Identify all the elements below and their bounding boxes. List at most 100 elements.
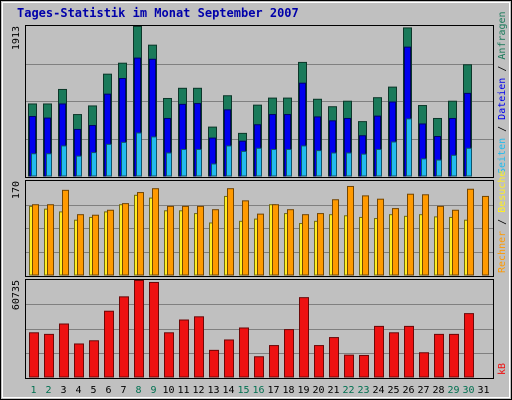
visits-panel-bar-rechner-9 [152,188,159,276]
visits-panel-legend-text: Rechner / Besuche [497,171,508,273]
day-label-27: 27 [417,385,429,396]
hits-panel-bar-seiten-14 [226,145,232,177]
visits-panel-bar-rechner-25 [392,208,399,276]
day-label-29: 29 [447,385,459,396]
visits-panel-bar-rechner-1 [32,204,39,276]
day-label-17: 17 [267,385,279,396]
visits-panel-bar-rechner-24 [377,198,384,276]
day-label-21: 21 [327,385,339,396]
kb-panel-bar-kb-10 [164,332,174,378]
visits-panel-bar-rechner-18 [287,209,294,276]
day-label-1: 1 [30,385,36,396]
hits-panel-bar-seiten-29 [451,154,457,177]
visits-panel-bar-rechner-20 [317,213,324,276]
legend-item-besuche: Besuche [497,171,508,213]
visits-panel-bar-rechner-14 [227,188,234,276]
day-label-11: 11 [177,385,189,396]
day-label-18: 18 [282,385,294,396]
visits-panel-bar-rechner-29 [452,209,459,276]
hits-legend: Seiten / Dateien / Anfragen [497,11,508,174]
visits-bars [29,185,489,276]
hits-panel-bar-seiten-15 [241,150,247,177]
hits-panel-bar-seiten-6 [106,143,112,177]
visits-panel-bar-rechner-5 [92,214,99,276]
hits-panel-bar-seiten-22 [346,152,352,177]
visits-panel-bar-rechner-7 [122,203,129,276]
hits-panel-legend-text: Seiten / Dateien / Anfragen [497,11,508,174]
kb-panel-bar-kb-8 [134,280,144,378]
day-label-19: 19 [297,385,309,396]
day-label-24: 24 [372,385,384,396]
visits-panel-bar-rechner-8 [137,192,144,276]
kb-panel-bar-kb-12 [194,316,204,378]
kb-panel-bar-kb-30 [464,313,474,378]
hits-panel-bar-seiten-11 [181,148,187,177]
hits-panel-bar-seiten-20 [316,150,322,177]
legend-item-rechner: Rechner [497,231,508,273]
legend-item-anfragen: Anfragen [497,11,508,59]
kb-panel-bar-kb-6 [104,310,114,378]
kb-panel-bar-kb-5 [89,340,99,378]
visits-panel-bar-rechner-21 [332,199,339,276]
visits-panel-bar-rechner-28 [437,205,444,276]
day-label-20: 20 [312,385,324,396]
hits-panel: 1913 [11,25,494,178]
kb-panel-bar-kb-26 [404,325,414,378]
hits-panel-bar-seiten-8 [136,132,142,177]
hits-panel-bar-seiten-28 [436,159,442,177]
kb-panel-bar-kb-1 [29,332,39,378]
day-label-31: 31 [477,385,489,396]
kb-grid [26,304,493,354]
legend-item-dateien: Dateien [497,78,508,120]
hits-panel-bar-seiten-16 [256,147,262,177]
visits-panel-bar-rechner-10 [167,205,174,276]
kb-panel-bar-kb-19 [299,297,309,378]
hits-panel-bar-seiten-23 [361,153,367,177]
hits-ymax-label: 1913 [11,26,22,50]
day-label-9: 9 [150,385,156,396]
kb-panel-bar-kb-14 [224,339,234,378]
visits-panel-bar-rechner-3 [62,189,69,276]
day-label-7: 7 [120,385,126,396]
day-label-8: 8 [135,385,141,396]
legend-separator: / [497,120,508,138]
kb-bars [29,280,474,378]
kb-panel-bar-kb-2 [44,333,54,378]
visits-panel-bar-rechner-26 [407,193,414,276]
visits-panel-bar-rechner-13 [212,209,219,276]
kb-panel-bar-kb-15 [239,327,249,378]
hits-panel-bar-seiten-24 [376,148,382,177]
visits-legend: Rechner / Besuche [497,171,508,273]
day-label-6: 6 [105,385,111,396]
hits-panel-bar-seiten-17 [271,148,277,177]
chart-title: Tages-Statistik im Monat September 2007 [17,6,299,20]
visits-panel: 170 [11,180,494,277]
day-label-28: 28 [432,385,444,396]
hits-panel-bar-seiten-13 [211,163,217,177]
day-label-10: 10 [162,385,174,396]
kb-panel-bar-kb-20 [314,345,324,378]
hits-panel-bar-seiten-5 [91,152,97,177]
hits-panel-bar-seiten-10 [166,152,172,177]
hits-panel-bar-seiten-26 [406,118,412,177]
visits-panel-bar-rechner-27 [422,194,429,276]
day-label-4: 4 [75,385,81,396]
kb-ymax-label: 60735 [11,280,22,310]
hits-panel-bar-seiten-19 [301,145,307,177]
kb-panel-bar-kb-13 [209,349,219,378]
kb-panel-legend-text: kB [497,363,508,375]
visits-panel-bar-rechner-2 [47,204,54,276]
legend-item-kb: kB [497,363,508,375]
hits-panel-bar-seiten-9 [151,136,157,177]
legend-separator: / [497,60,508,78]
day-label-16: 16 [252,385,264,396]
visits-panel-bar-rechner-15 [242,200,249,276]
day-label-26: 26 [402,385,414,396]
day-label-25: 25 [387,385,399,396]
hits-panel-bar-seiten-3 [61,145,67,177]
kb-panel-bar-kb-16 [254,356,264,378]
day-label-30: 30 [462,385,474,396]
visits-panel-bar-rechner-12 [197,205,204,276]
kb-panel-bar-kb-25 [389,332,399,378]
